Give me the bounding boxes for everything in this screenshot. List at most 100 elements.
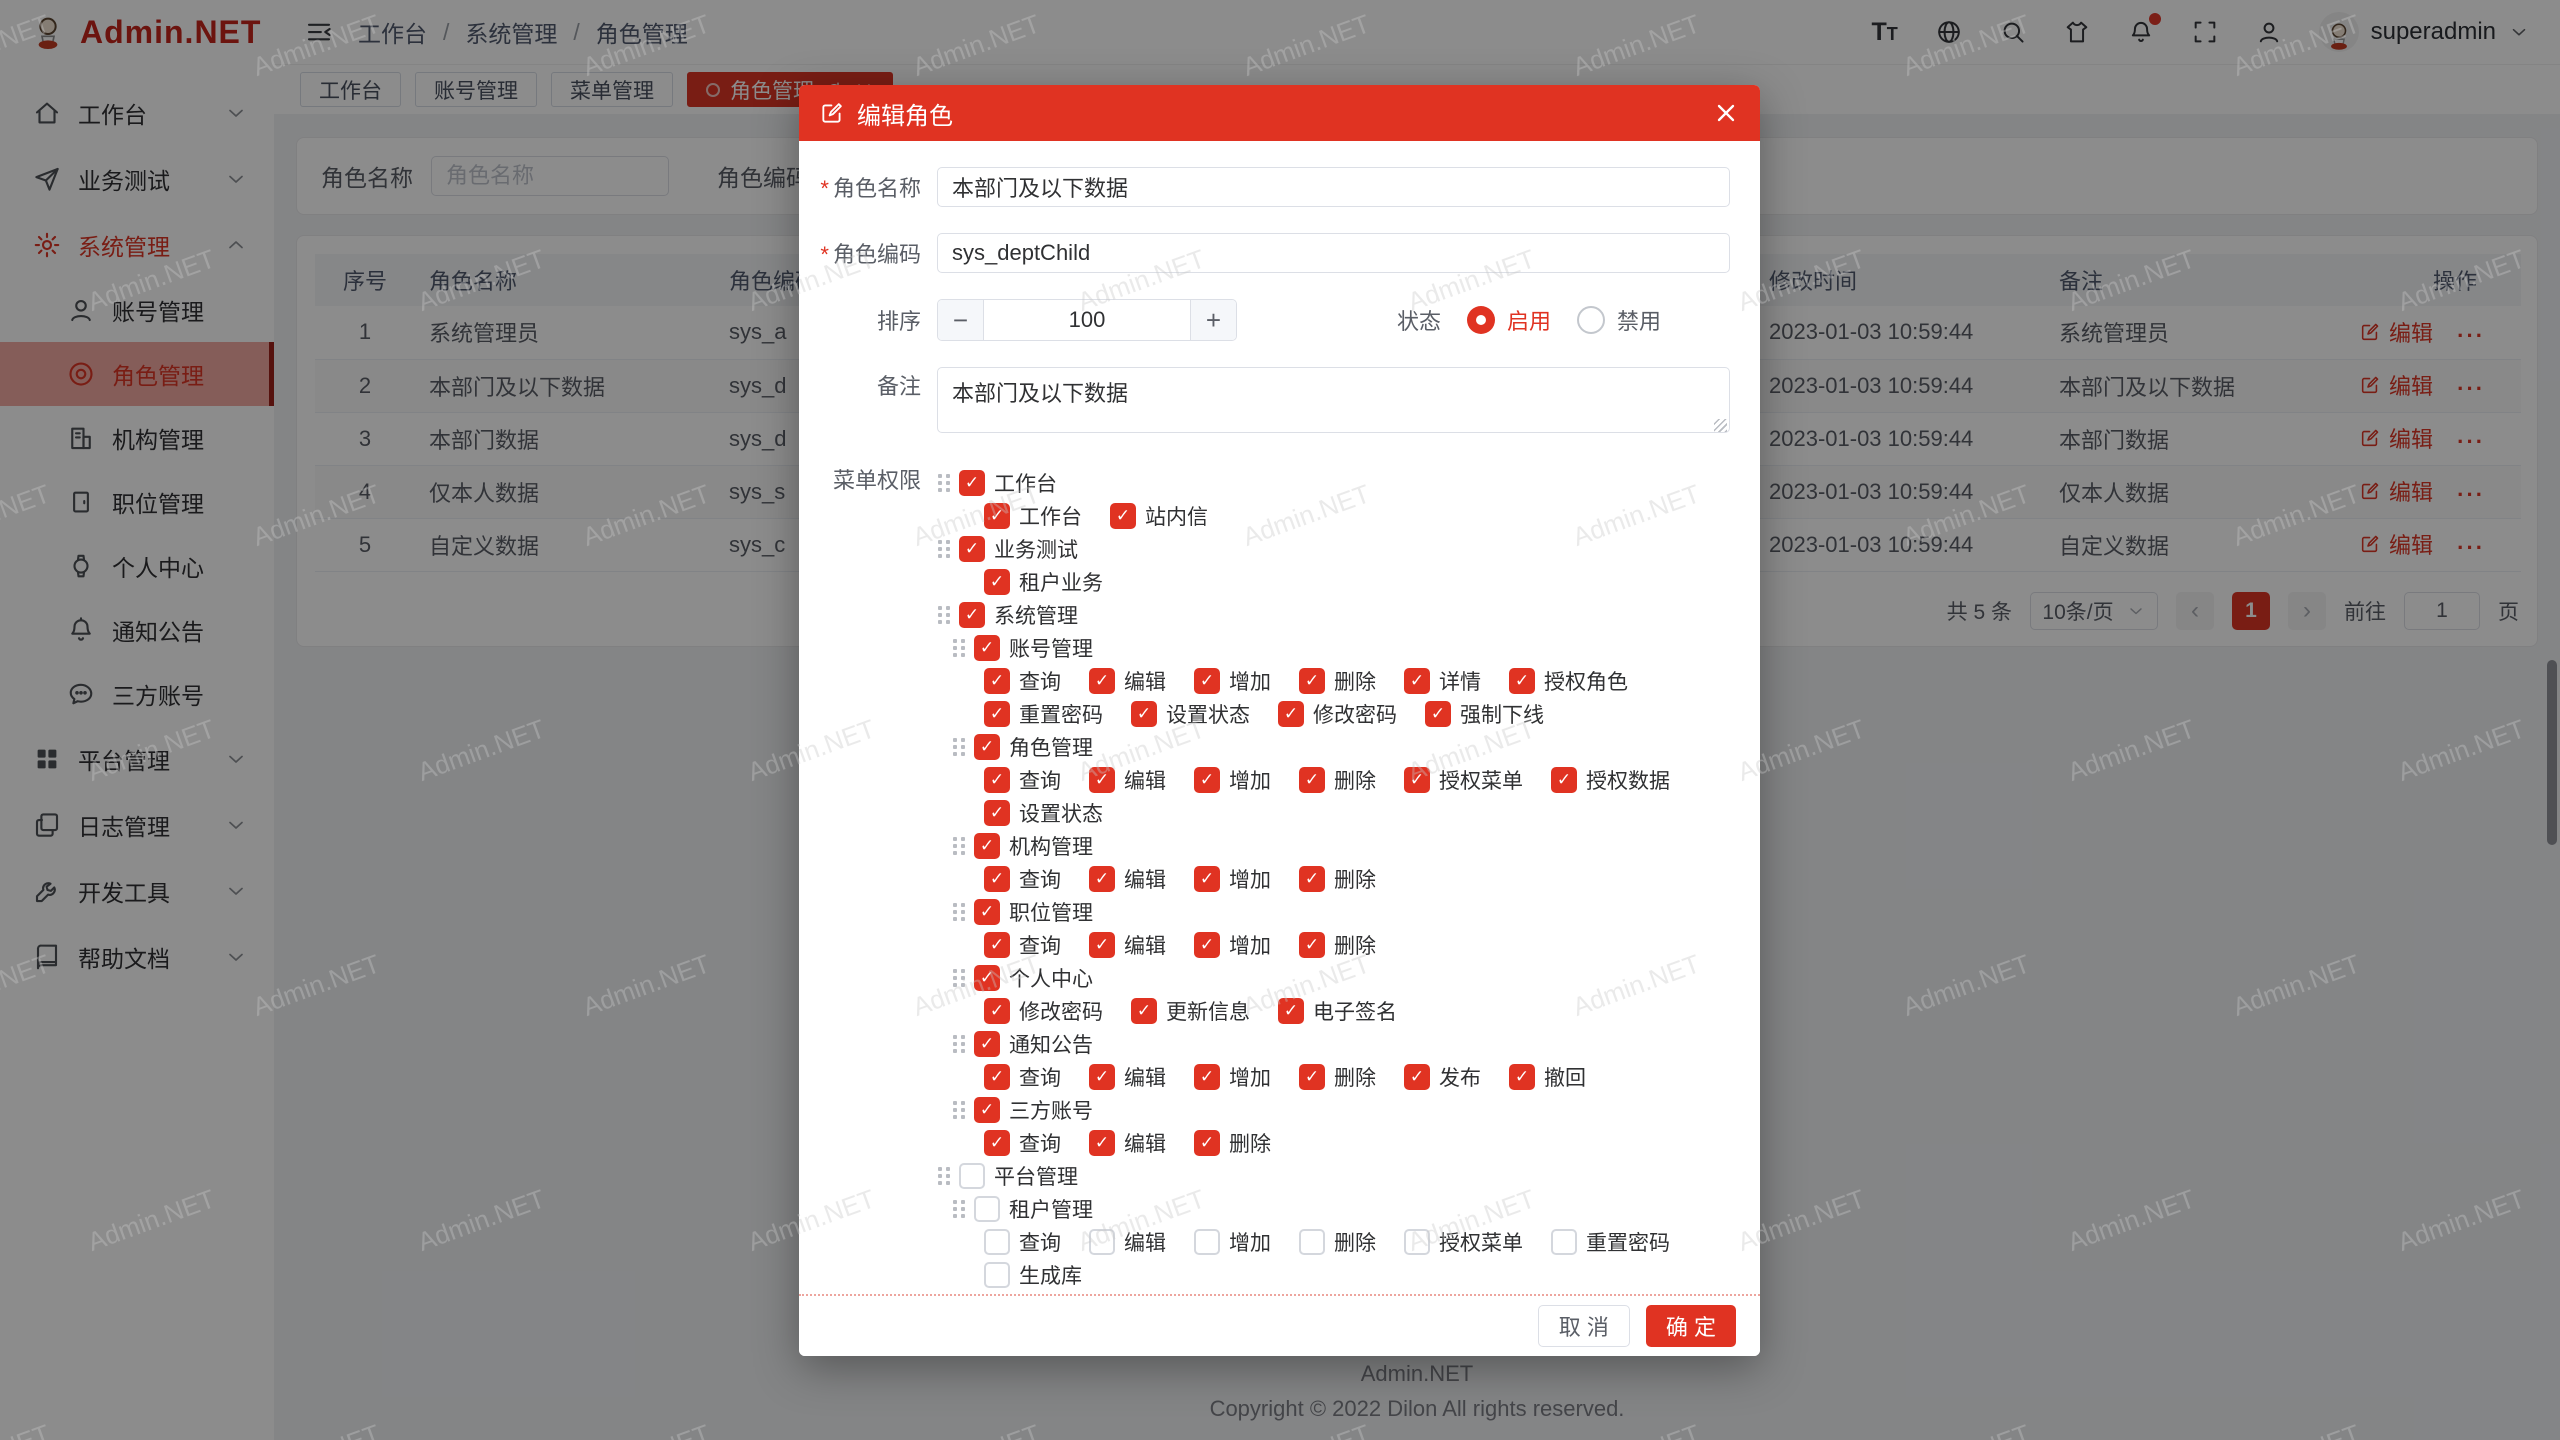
tab-0[interactable]: 工作台 xyxy=(300,72,401,107)
checkbox[interactable]: ✓ xyxy=(1194,931,1220,958)
edit-row-button[interactable]: 编辑 xyxy=(2359,369,2433,401)
tree-leaf-label[interactable]: 查询 xyxy=(1019,670,1061,694)
code-field[interactable] xyxy=(937,233,1730,273)
tree-leaf-label[interactable]: 修改密码 xyxy=(1313,703,1397,727)
scrollbar-thumb[interactable] xyxy=(2547,660,2557,845)
edit-row-button[interactable]: 编辑 xyxy=(2359,528,2433,560)
checkbox[interactable]: ✓ xyxy=(974,964,1000,991)
edit-row-button[interactable]: 编辑 xyxy=(2359,422,2433,454)
tree-node-label[interactable]: 平台管理 xyxy=(994,1165,1078,1189)
checkbox[interactable] xyxy=(1299,1228,1325,1255)
checkbox[interactable]: ✓ xyxy=(1089,865,1115,892)
tree-node-label[interactable]: 角色管理 xyxy=(1009,736,1093,760)
drag-handle-icon[interactable] xyxy=(952,1100,966,1119)
tree-leaf-label[interactable]: 更新信息 xyxy=(1166,1000,1250,1024)
tree-node-label[interactable]: 通知公告 xyxy=(1009,1033,1093,1057)
checkbox[interactable]: ✓ xyxy=(1404,667,1430,694)
checkbox[interactable]: ✓ xyxy=(1194,667,1220,694)
tree-leaf-label[interactable]: 删除 xyxy=(1334,934,1376,958)
tree-node-label[interactable]: 个人中心 xyxy=(1009,967,1093,991)
drag-handle-icon[interactable] xyxy=(937,1166,951,1185)
more-actions-button[interactable]: ··· xyxy=(2457,376,2486,401)
drag-handle-icon[interactable] xyxy=(937,605,951,624)
more-actions-button[interactable]: ··· xyxy=(2457,482,2486,507)
tab-1[interactable]: 账号管理 xyxy=(415,72,537,107)
checkbox[interactable]: ✓ xyxy=(984,1063,1010,1090)
checkbox[interactable]: ✓ xyxy=(974,898,1000,925)
checkbox[interactable]: ✓ xyxy=(1089,667,1115,694)
checkbox[interactable] xyxy=(1194,1228,1220,1255)
drag-handle-icon[interactable] xyxy=(952,737,966,756)
checkbox[interactable] xyxy=(974,1195,1000,1222)
sort-value[interactable]: 100 xyxy=(1068,307,1106,332)
tree-leaf-label[interactable]: 授权数据 xyxy=(1586,769,1670,793)
name-field[interactable] xyxy=(937,167,1730,207)
checkbox[interactable]: ✓ xyxy=(974,1096,1000,1123)
checkbox[interactable]: ✓ xyxy=(1194,865,1220,892)
drag-handle-icon[interactable] xyxy=(937,539,951,558)
breadcrumb-item[interactable]: 系统管理 xyxy=(465,21,558,47)
tree-leaf-label[interactable]: 编辑 xyxy=(1124,934,1166,958)
status-radio-enabled[interactable]: 启用 xyxy=(1467,304,1551,336)
checkbox[interactable]: ✓ xyxy=(1194,1063,1220,1090)
tree-leaf-label[interactable]: 编辑 xyxy=(1124,670,1166,694)
goto-page-input[interactable] xyxy=(2404,591,2480,630)
tree-leaf-label[interactable]: 增加 xyxy=(1229,934,1271,958)
checkbox[interactable]: ✓ xyxy=(1299,667,1325,694)
tree-leaf-label[interactable]: 发布 xyxy=(1439,1066,1481,1090)
tab-2[interactable]: 菜单管理 xyxy=(551,72,673,107)
tree-node-label[interactable]: 职位管理 xyxy=(1009,901,1093,925)
drag-handle-icon[interactable] xyxy=(952,1034,966,1053)
current-page-button[interactable]: 1 xyxy=(2232,591,2270,630)
sidebar-subitem-5[interactable]: 通知公告 xyxy=(0,598,274,662)
checkbox[interactable]: ✓ xyxy=(1299,1063,1325,1090)
sidebar-item-5[interactable]: 开发工具 xyxy=(0,858,274,924)
tree-leaf-label[interactable]: 编辑 xyxy=(1124,1231,1166,1255)
checkbox[interactable]: ✓ xyxy=(1278,997,1304,1024)
sidebar-subitem-1[interactable]: 角色管理 xyxy=(0,342,274,406)
tree-leaf-label[interactable]: 增加 xyxy=(1229,670,1271,694)
tree-leaf-label[interactable]: 租户业务 xyxy=(1019,571,1103,595)
tree-leaf-label[interactable]: 删除 xyxy=(1229,1132,1271,1156)
checkbox[interactable]: ✓ xyxy=(1089,766,1115,793)
checkbox[interactable]: ✓ xyxy=(984,667,1010,694)
checkbox[interactable]: ✓ xyxy=(1194,1129,1220,1156)
tree-leaf-label[interactable]: 增加 xyxy=(1229,1066,1271,1090)
checkbox[interactable]: ✓ xyxy=(1194,766,1220,793)
tree-leaf-label[interactable]: 查询 xyxy=(1019,934,1061,958)
checkbox[interactable]: ✓ xyxy=(1425,700,1451,727)
tree-leaf-label[interactable]: 查询 xyxy=(1019,769,1061,793)
search-icon[interactable] xyxy=(1999,18,2027,46)
tree-node-label[interactable]: 租户管理 xyxy=(1009,1198,1093,1222)
more-actions-button[interactable]: ··· xyxy=(2457,429,2486,454)
checkbox[interactable]: ✓ xyxy=(1551,766,1577,793)
more-actions-button[interactable]: ··· xyxy=(2457,322,2486,348)
checkbox[interactable] xyxy=(1551,1228,1577,1255)
tree-leaf-label[interactable]: 编辑 xyxy=(1124,1132,1166,1156)
checkbox[interactable]: ✓ xyxy=(984,502,1010,529)
sidebar-item-0[interactable]: 工作台 xyxy=(0,80,274,146)
checkbox[interactable]: ✓ xyxy=(1509,667,1535,694)
font-size-icon[interactable]: TT xyxy=(1871,17,1898,46)
sidebar-subitem-3[interactable]: 职位管理 xyxy=(0,470,274,534)
checkbox[interactable]: ✓ xyxy=(1299,931,1325,958)
drag-handle-icon[interactable] xyxy=(952,968,966,987)
language-icon[interactable] xyxy=(1935,18,1963,46)
checkbox[interactable] xyxy=(984,1261,1010,1288)
tree-leaf-label[interactable]: 电子签名 xyxy=(1313,1000,1397,1024)
breadcrumb-item[interactable]: 工作台 xyxy=(358,21,427,47)
checkbox[interactable]: ✓ xyxy=(984,931,1010,958)
tree-node-label[interactable]: 工作台 xyxy=(994,472,1057,496)
checkbox[interactable]: ✓ xyxy=(1278,700,1304,727)
sidebar-subitem-4[interactable]: 个人中心 xyxy=(0,534,274,598)
checkbox[interactable] xyxy=(959,1162,985,1189)
tree-leaf-label[interactable]: 删除 xyxy=(1334,670,1376,694)
checkbox[interactable]: ✓ xyxy=(1110,502,1136,529)
drag-handle-icon[interactable] xyxy=(937,473,951,492)
sidebar-subitem-6[interactable]: 三方账号 xyxy=(0,662,274,726)
tree-leaf-label[interactable]: 查询 xyxy=(1019,1066,1061,1090)
checkbox[interactable]: ✓ xyxy=(1299,766,1325,793)
tree-leaf-label[interactable]: 强制下线 xyxy=(1460,703,1544,727)
cancel-button[interactable]: 取 消 xyxy=(1537,1305,1630,1347)
checkbox[interactable]: ✓ xyxy=(984,766,1010,793)
